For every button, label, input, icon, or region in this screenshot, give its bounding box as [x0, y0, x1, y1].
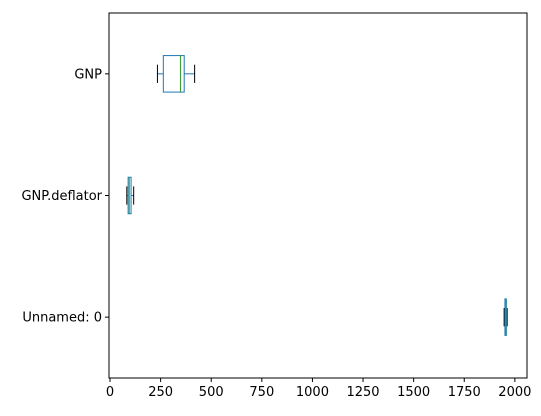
- y-tick-label: Unnamed: 0: [22, 311, 102, 326]
- x-tick-label: 250: [148, 385, 173, 400]
- x-tick-label: 750: [249, 385, 274, 400]
- y-axis: GNP GNP.deflator Unnamed: 0: [21, 67, 109, 326]
- boxes-layer: [126, 55, 508, 336]
- x-tick-label: 1750: [448, 385, 481, 400]
- x-tick-label: 1250: [346, 385, 379, 400]
- x-axis: 0 250 500 750 1000 1250 1500 1750 2000: [106, 378, 531, 400]
- y-tick-label: GNP: [74, 67, 102, 82]
- y-tick-label: GNP.deflator: [21, 189, 102, 204]
- box-iqr: [162, 55, 185, 93]
- x-tick-label: 0: [106, 385, 114, 400]
- box-gnp: [156, 55, 196, 93]
- x-tick-label: 500: [199, 385, 224, 400]
- x-tick-label: 1500: [397, 385, 430, 400]
- box-gnp-deflator: [126, 176, 135, 215]
- plot-area: [108, 12, 528, 379]
- x-tick-label: 2000: [498, 385, 531, 400]
- x-tick-label: 1000: [296, 385, 329, 400]
- box-unnamed-0: [503, 298, 508, 336]
